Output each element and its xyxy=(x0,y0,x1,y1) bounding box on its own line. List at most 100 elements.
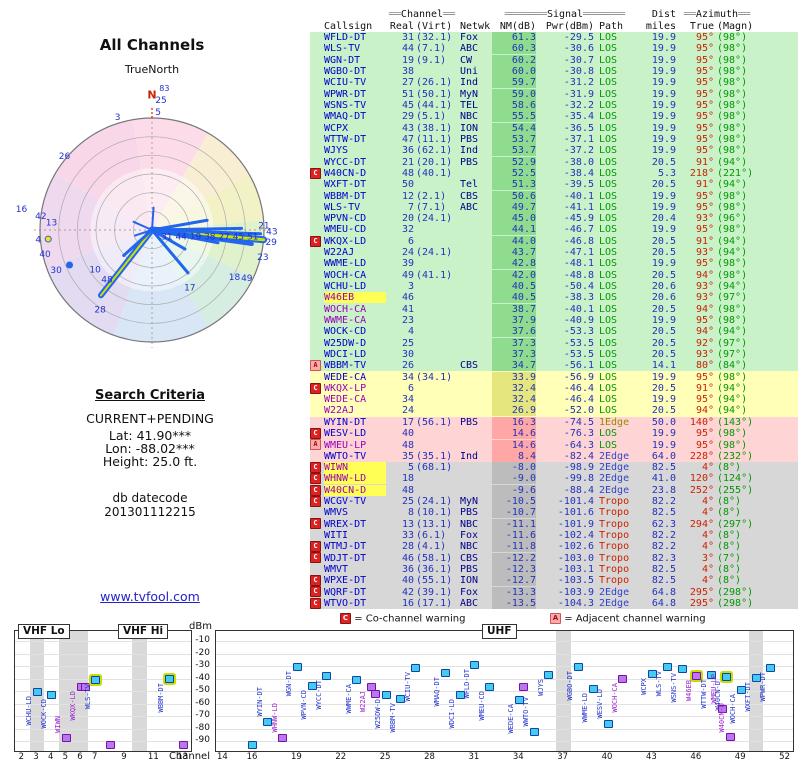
real-channel: 40 xyxy=(401,428,414,440)
callsign-link[interactable]: WPVN-CD xyxy=(324,213,367,225)
callsign-link[interactable]: WBBM-DT xyxy=(324,190,367,202)
signal-path: LOS xyxy=(599,122,618,134)
callsign-link[interactable]: WOCK-CD xyxy=(324,326,367,338)
station-label: WOCH-CA xyxy=(729,693,738,724)
table-row: WITI 33 (6.1) Fox -11.6 -102.4 Tropo 82.2 4° (8°) xyxy=(310,529,798,542)
signal-path: Tropo xyxy=(599,552,630,564)
callsign-link[interactable]: W22AJ xyxy=(324,405,355,417)
callsign-link[interactable]: WCGV-TV xyxy=(324,496,367,508)
distance-miles: 50.0 xyxy=(651,416,676,428)
signal-path: LOS xyxy=(599,394,618,406)
callsign-link[interactable]: W46EB xyxy=(324,292,386,304)
callsign-link[interactable]: WPWR-DT xyxy=(324,88,367,100)
callsign-link[interactable]: WTTW-DT xyxy=(324,133,367,145)
callsign-link[interactable]: WWME-LD xyxy=(324,258,367,270)
signal-bar xyxy=(47,691,57,700)
callsign-link[interactable]: WSNS-TV xyxy=(324,100,367,112)
real-channel: 42 xyxy=(401,586,414,598)
callsign-link[interactable]: WESV-LD xyxy=(324,428,367,440)
callsign-link[interactable]: WIWN xyxy=(324,462,386,474)
callsign-link[interactable]: WYCC-DT xyxy=(324,156,367,168)
azimuth-true: 95° xyxy=(695,100,714,112)
callsign-link[interactable]: WGN-DT xyxy=(324,54,361,66)
callsign-link[interactable]: WMEU-LP xyxy=(324,439,367,451)
callsign-link[interactable]: WLS-TV xyxy=(324,43,361,55)
channel-tick-label: 19 xyxy=(290,752,302,762)
dbm-tick-label: -30 xyxy=(195,660,210,670)
callsign-link[interactable]: WMVS xyxy=(324,507,349,519)
callsign-link[interactable]: WBBM-TV xyxy=(324,360,367,372)
radar-spoke xyxy=(150,226,244,232)
co-channel-warning-icon: C xyxy=(310,484,321,496)
callsign-link[interactable]: WPXE-DT xyxy=(324,575,367,587)
distance-miles: 19.9 xyxy=(651,145,676,157)
noise-margin-db: 37.3 xyxy=(492,348,536,360)
callsign-link[interactable]: WLS-TV xyxy=(324,201,361,213)
noise-margin-db: 60.2 xyxy=(492,54,536,66)
callsign-link[interactable]: WQRF-DT xyxy=(324,586,367,598)
distance-miles: 19.9 xyxy=(651,201,676,213)
callsign-link[interactable]: WWTO-TV xyxy=(324,450,367,462)
callsign-link[interactable]: WKQX-LP xyxy=(324,382,367,394)
distance-miles: 19.9 xyxy=(651,111,676,123)
callsign-link[interactable]: WGBO-DT xyxy=(324,66,367,78)
radar-channel-label: 42 xyxy=(35,212,46,222)
callsign-link[interactable]: WXFT-DT xyxy=(324,179,367,191)
warning-marker-cell: A xyxy=(310,360,324,372)
power-dbm: -31.2 xyxy=(563,77,594,89)
signal-bar xyxy=(455,691,465,700)
callsign-link[interactable]: WOCH-CA xyxy=(324,269,367,281)
noise-margin-db: 59.7 xyxy=(492,77,536,89)
callsign-link[interactable]: WREX-DT xyxy=(324,518,367,530)
signal-bar xyxy=(263,717,273,726)
azimuth-magnetic: (94°) xyxy=(717,394,748,406)
azimuth-magnetic: (98°) xyxy=(717,54,748,66)
callsign-link[interactable]: WTMJ-DT xyxy=(324,541,367,553)
power-dbm: -46.4 xyxy=(563,382,594,394)
callsign-link[interactable]: W22AJ xyxy=(324,247,355,259)
callsign-link[interactable]: W40CN-D xyxy=(324,168,367,179)
signal-path: LOS xyxy=(599,235,618,247)
azimuth-true: 94° xyxy=(695,303,714,315)
station-label: WYCC-DT xyxy=(314,680,323,710)
azimuth-true: 95° xyxy=(695,111,714,123)
callsign-link[interactable]: WEDE-CA xyxy=(324,394,367,406)
azimuth-true: 92° xyxy=(695,337,714,349)
callsign-link[interactable]: W40CN-D xyxy=(324,484,386,496)
network: PBS xyxy=(460,507,479,519)
tvfool-link[interactable]: www.tvfool.com xyxy=(100,589,200,604)
callsign-link[interactable]: WITI xyxy=(324,529,349,541)
callsign-link[interactable]: WFLD-DT xyxy=(324,32,367,44)
virtual-channel: (40.1) xyxy=(416,168,453,179)
callsign-link[interactable]: WCHU-LD xyxy=(324,281,367,293)
gridline xyxy=(15,716,191,717)
channel-axis-label: Channel xyxy=(168,751,210,762)
table-row: A WMEU-LP 48 14.6 -64.3 LOS 19.9 95° (98°) xyxy=(310,439,798,451)
callsign-link[interactable]: WDCI-LD xyxy=(324,348,367,360)
callsign-link[interactable]: W25DW-D xyxy=(324,337,367,349)
table-row: WOCH-CA 49 (41.1) 42.0 -48.8 LOS 20.5 94° (98°) xyxy=(310,269,798,281)
callsign-link[interactable]: WJYS xyxy=(324,145,349,157)
callsign-link[interactable]: WDJT-DT xyxy=(324,552,367,564)
callsign-link[interactable]: WEDE-CA xyxy=(324,371,367,383)
power-dbm: -82.4 xyxy=(563,450,594,462)
azimuth-magnetic: (98°) xyxy=(717,371,748,383)
power-dbm: -32.2 xyxy=(563,100,594,112)
callsign-link[interactable]: WCPX xyxy=(324,122,349,134)
noise-margin-db: -9.0 xyxy=(492,473,536,485)
callsign-link[interactable]: WMVT xyxy=(324,563,349,575)
callsign-link[interactable]: WTVO-DT xyxy=(324,597,367,609)
callsign-link[interactable]: WKQX-LD xyxy=(324,235,367,247)
callsign-link[interactable]: WHNW-LD xyxy=(324,473,386,485)
callsign-link[interactable]: WMEU-CD xyxy=(324,224,367,236)
station-label: WIWN xyxy=(54,716,63,733)
callsign-link[interactable]: WWME-CA xyxy=(324,314,367,326)
virtual-channel: (17.1) xyxy=(416,597,453,609)
distance-miles: 20.5 xyxy=(651,303,676,315)
callsign-link[interactable]: WCIU-TV xyxy=(324,77,367,89)
callsign-link[interactable]: WOCH-CA xyxy=(324,303,367,315)
callsign-link[interactable]: WMAQ-DT xyxy=(324,111,367,123)
co-channel-warning-icon: C xyxy=(310,586,321,598)
channel-tick-label: 9 xyxy=(121,752,127,762)
callsign-link[interactable]: WYIN-DT xyxy=(324,416,367,428)
